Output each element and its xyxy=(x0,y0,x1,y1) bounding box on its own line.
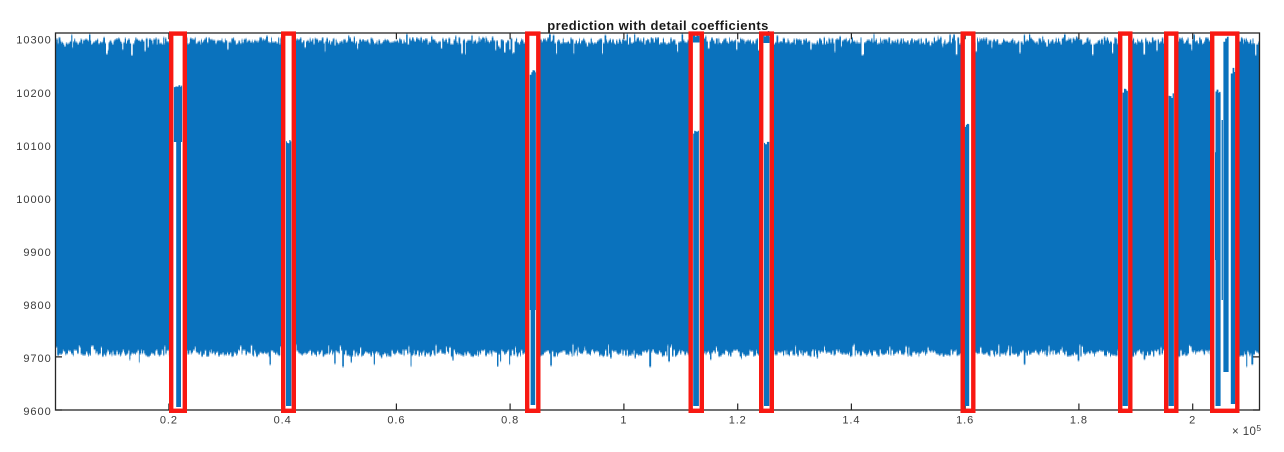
svg-text:0.8: 0.8 xyxy=(501,415,519,427)
svg-text:9800: 9800 xyxy=(23,300,51,312)
svg-text:1.2: 1.2 xyxy=(729,415,747,427)
svg-text:9700: 9700 xyxy=(23,353,51,365)
svg-text:× 105: × 105 xyxy=(1232,423,1261,438)
svg-text:9600: 9600 xyxy=(23,406,51,418)
svg-text:2: 2 xyxy=(1189,415,1196,427)
svg-text:0.2: 0.2 xyxy=(160,415,178,427)
svg-text:10200: 10200 xyxy=(16,88,52,100)
svg-text:1.6: 1.6 xyxy=(956,415,974,427)
svg-text:10300: 10300 xyxy=(16,35,52,47)
svg-text:1.4: 1.4 xyxy=(842,415,860,427)
svg-text:1: 1 xyxy=(620,415,627,427)
svg-text:0.6: 0.6 xyxy=(387,415,405,427)
svg-text:10100: 10100 xyxy=(16,141,52,153)
svg-text:0.4: 0.4 xyxy=(274,415,292,427)
svg-text:1.8: 1.8 xyxy=(1070,415,1088,427)
svg-text:prediction with detail coeffic: prediction with detail coefficients xyxy=(547,18,769,33)
svg-text:10000: 10000 xyxy=(16,194,52,206)
svg-text:9900: 9900 xyxy=(23,247,51,259)
